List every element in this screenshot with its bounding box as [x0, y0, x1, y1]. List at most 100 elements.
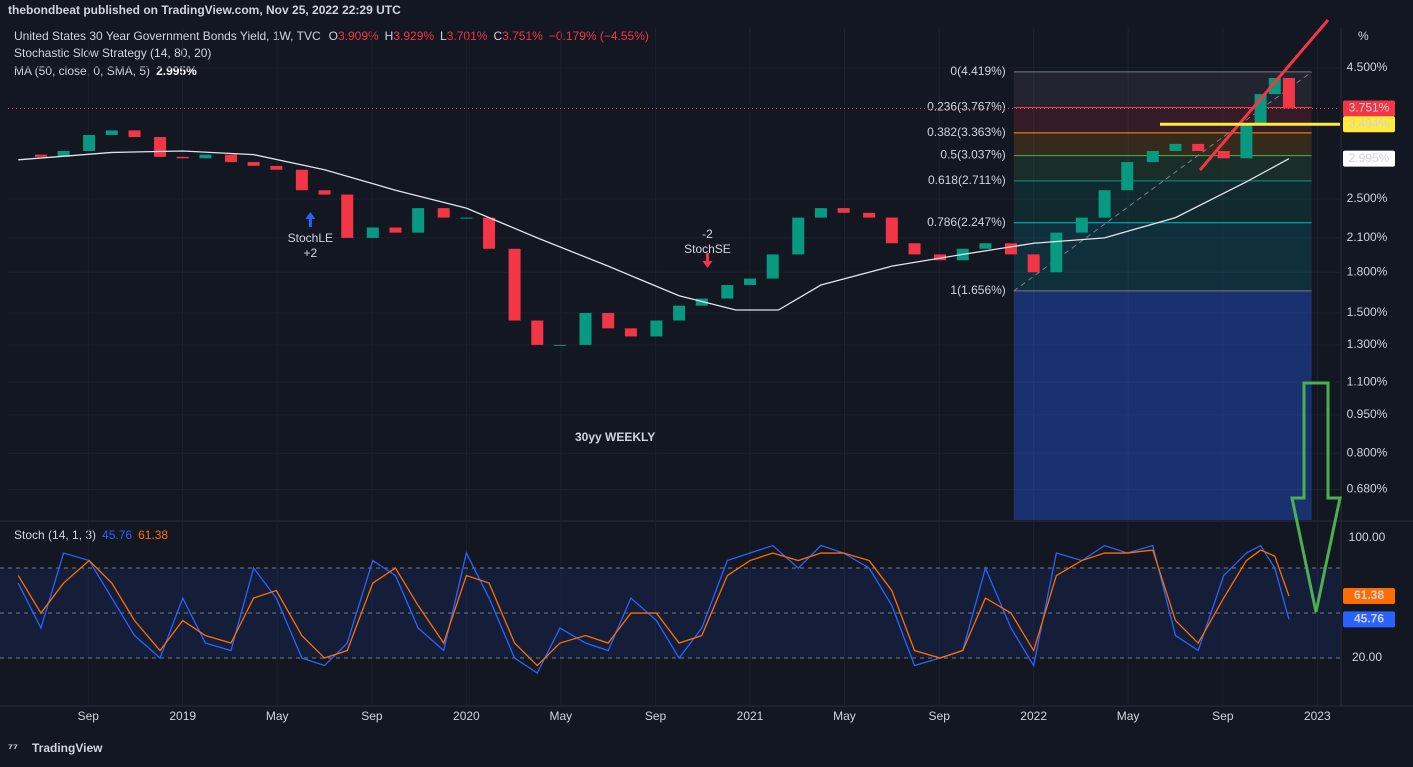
candle [1217, 150, 1230, 159]
candle [389, 227, 402, 233]
candle [1075, 217, 1088, 233]
y-tick-label: 2.500% [1347, 191, 1388, 205]
candle [1240, 123, 1253, 159]
candle [1268, 77, 1281, 95]
annotation-text: StochLE [288, 231, 333, 245]
candle [744, 278, 757, 286]
candle [366, 227, 379, 238]
price-tag [1343, 150, 1395, 167]
fib-label: 0.5(3.037%) [940, 148, 1005, 162]
fib-label: 1(1.656%) [950, 283, 1005, 297]
ohlc-value: 3.701% [447, 29, 488, 43]
annotation-text: StochSE [684, 242, 731, 256]
candle [837, 208, 850, 213]
annotation-arrow [305, 212, 316, 227]
y-tick-label: 0.950% [1347, 407, 1388, 421]
candle [176, 156, 189, 159]
candle [34, 154, 47, 157]
y-tick-label: 1.100% [1347, 374, 1388, 388]
candle [624, 328, 637, 337]
candle [318, 190, 331, 195]
x-tick-label: 2022 [1020, 709, 1047, 723]
annotation-text: +2 [304, 246, 318, 260]
candle [1146, 150, 1159, 163]
ohlc-label: H [385, 29, 394, 43]
candle [247, 162, 260, 166]
fib-label: 0.786(2.247%) [927, 215, 1006, 229]
y-tick-label: 0.680% [1347, 482, 1388, 496]
fib-zone [1013, 155, 1312, 181]
stoch-tag [1343, 587, 1395, 604]
annotation-arrow [702, 253, 713, 268]
footer-brand: TradingView [32, 741, 103, 755]
y-tick-label: 1.300% [1347, 337, 1388, 351]
price-tag [1343, 116, 1395, 133]
price-tag-label: 3.494% [1349, 116, 1390, 130]
ma-legend: MA (50, close, 0, SMA, 5) 2.995% [14, 64, 197, 78]
fib-label: 0(4.419%) [950, 64, 1005, 78]
stoch-tag-label: 61.38 [1354, 588, 1384, 602]
ohlc-label: C [493, 29, 502, 43]
candle [885, 217, 898, 244]
x-tick-label: 2019 [169, 709, 196, 723]
candle [553, 344, 566, 346]
y-tick-label: 1.800% [1347, 264, 1388, 278]
footer-logo: ⁷⁷ [8, 741, 18, 755]
y-tick-label: 20.00 [1352, 650, 1382, 664]
x-tick-label: 2023 [1304, 709, 1331, 723]
change: −0.179% (−4.55%) [549, 29, 649, 43]
candle [154, 137, 167, 157]
fib-zone [1013, 107, 1312, 133]
x-tick-label: Sep [361, 709, 383, 723]
ma-name: MA (50, close, 0, SMA, 5) [14, 64, 150, 78]
ohlc-value: 3.929% [393, 29, 434, 43]
candle [1192, 143, 1205, 151]
candle [341, 194, 354, 238]
price-tag-label: 2.995% [1349, 151, 1390, 165]
candle [1169, 143, 1182, 151]
fib-extension-box [1013, 290, 1312, 520]
candle [412, 208, 425, 233]
candle [531, 320, 544, 345]
x-tick-label: May [549, 709, 572, 723]
fib-zone [1013, 132, 1312, 156]
candle [199, 154, 212, 159]
stoch-k-value: 45.76 [102, 528, 132, 542]
fib-label: 0.236(3.767%) [927, 100, 1006, 114]
publisher: thebondbeat published on TradingView.com… [8, 3, 401, 17]
candle [437, 208, 450, 218]
line-series [18, 150, 1290, 311]
candle [483, 217, 496, 249]
candle [650, 320, 663, 337]
x-tick-label: May [1117, 709, 1140, 723]
candle [908, 243, 921, 255]
y-tick-label: 2.100% [1347, 230, 1388, 244]
y-tick-label: 100.00 [1349, 530, 1386, 544]
fib-zone [1013, 180, 1312, 223]
y-tick-label: 0.800% [1347, 445, 1388, 459]
green-arrow [1290, 381, 1342, 613]
candle [508, 248, 521, 321]
stoch-d-value: 61.38 [138, 528, 168, 542]
candle [766, 254, 779, 279]
x-tick-label: May [266, 709, 289, 723]
stoch-tag-label: 45.76 [1354, 612, 1384, 626]
stoch-legend: Stoch (14, 1, 3) 45.76 61.38 [14, 528, 168, 542]
candle [128, 130, 141, 138]
x-tick-label: Sep [1212, 709, 1234, 723]
strategy-legend: Stochastic Slow Strategy (14, 80, 20) [14, 46, 211, 60]
ohlc-label: L [440, 29, 447, 43]
x-tick-label: Sep [78, 709, 100, 723]
candle [792, 217, 805, 255]
x-tick-label: 2020 [453, 709, 480, 723]
candle [863, 212, 876, 218]
ohlc-label: O [329, 29, 338, 43]
candle [979, 243, 992, 249]
candle [814, 208, 827, 218]
ma-value: 2.995% [156, 64, 197, 78]
x-tick-label: Sep [929, 709, 951, 723]
candle [295, 169, 308, 191]
candle [602, 312, 615, 329]
